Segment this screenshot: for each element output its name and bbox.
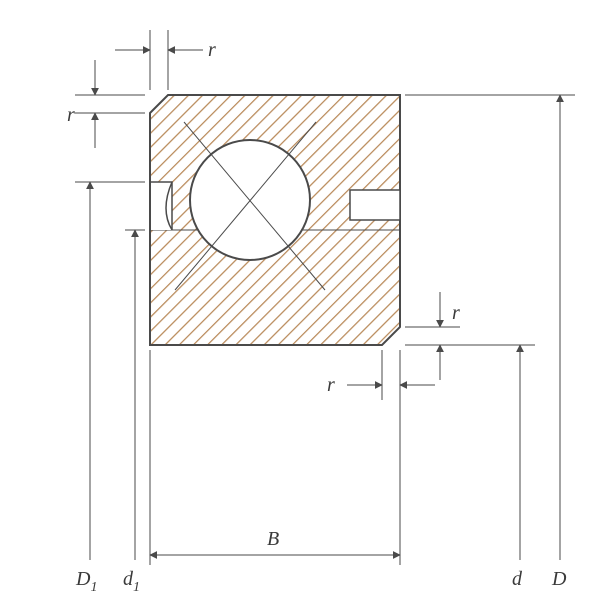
label-d1: d1: [123, 568, 140, 595]
label-D1: D1: [75, 568, 97, 595]
label-r-left: r: [67, 104, 75, 126]
label-r-bottom: r: [327, 374, 335, 396]
cage-section: [350, 190, 400, 220]
label-d: d: [512, 568, 523, 590]
label-r-right: r: [452, 302, 460, 324]
label-r-top: r: [208, 39, 216, 61]
label-D: D: [551, 568, 567, 590]
label-B: B: [267, 528, 279, 550]
